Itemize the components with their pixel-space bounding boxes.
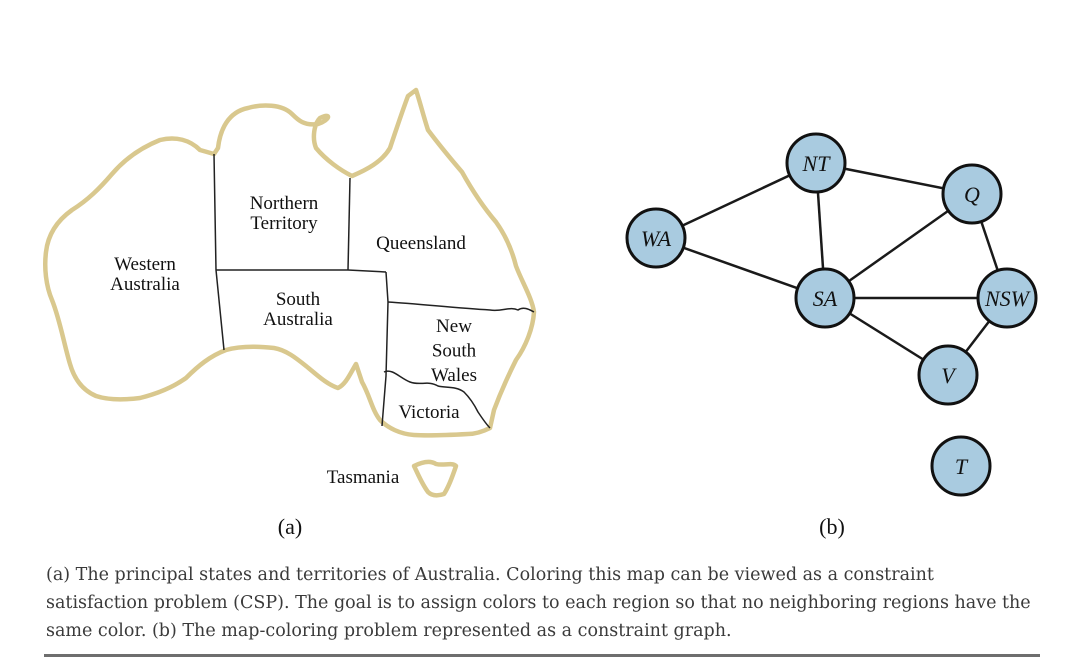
- node-circle: [785, 132, 847, 194]
- node-label: V: [941, 363, 957, 388]
- region-label-sa: South Australia: [263, 289, 333, 330]
- nsw-vic-border: [383, 370, 491, 429]
- node-circle: [625, 207, 687, 269]
- region-label-nt: Northern Territory: [250, 193, 319, 234]
- node-circle: [930, 435, 992, 497]
- node-label: NT: [802, 151, 832, 176]
- figure-caption: (a) The principal states and territories…: [46, 565, 1031, 641]
- nt-sa-border: [216, 269, 387, 273]
- state-borders: [213, 153, 535, 429]
- node-wa: WA: [625, 207, 687, 269]
- region-label-vic: Victoria: [398, 402, 460, 423]
- node-label: WA: [641, 226, 672, 251]
- node-circle: [917, 344, 979, 406]
- node-t: T: [930, 435, 992, 497]
- node-nsw: NSW: [976, 267, 1038, 329]
- wa-border: [213, 153, 225, 351]
- caption-divider: [44, 654, 1040, 657]
- region-labels: Western Australia Northern Territory Queensl…: [110, 193, 477, 488]
- node-q: Q: [941, 163, 1003, 225]
- node-label: NSW: [984, 286, 1031, 311]
- australia-map: Western Australia Northern Territory Queensl…: [43, 87, 537, 539]
- region-label-tas: Tasmania: [327, 467, 400, 488]
- node-circle: [976, 267, 1038, 329]
- region-label-wa: Western Australia: [110, 254, 180, 295]
- nt-qld-border: [347, 177, 351, 271]
- node-nt: NT: [785, 132, 847, 194]
- panel-a-label: (a): [278, 514, 302, 539]
- node-label: Q: [964, 182, 980, 207]
- sa-east-border: [381, 271, 389, 427]
- node-circle: [941, 163, 1003, 225]
- node-sa: SA: [794, 267, 856, 329]
- node-circle: [794, 267, 856, 329]
- constraint-graph: WA NT Q SA NSW V T (b): [625, 132, 1038, 539]
- node-label: SA: [813, 286, 838, 311]
- region-label-nsw: New South Wales: [431, 316, 477, 386]
- qld-nsw-border: [387, 301, 535, 313]
- panel-b-label: (b): [819, 514, 845, 539]
- mainland-outline: [43, 87, 537, 438]
- node-v: V: [917, 344, 979, 406]
- node-label: T: [955, 454, 969, 479]
- region-label-qld: Queensland: [376, 233, 466, 254]
- tasmania-outline: [411, 459, 459, 498]
- graph-nodes: WA NT Q SA NSW V T: [625, 132, 1038, 497]
